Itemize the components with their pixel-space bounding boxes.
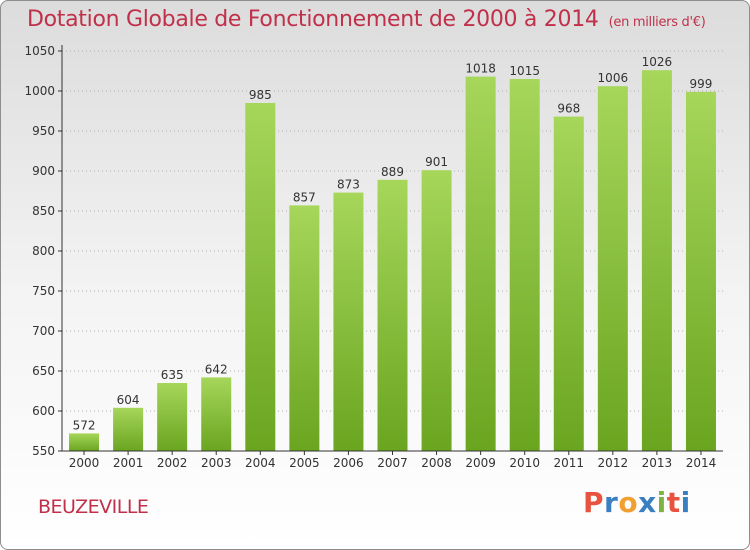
data-label: 999 xyxy=(690,77,713,91)
x-tick-label: 2002 xyxy=(157,456,188,470)
bar xyxy=(597,86,628,451)
title-text: Dotation Globale de Fonctionnement de 20… xyxy=(27,7,599,32)
bar xyxy=(641,70,672,451)
y-tick-label: 550 xyxy=(32,444,55,458)
data-label: 1015 xyxy=(509,64,540,78)
logo-letter: x xyxy=(638,486,657,519)
x-tick-label: 2008 xyxy=(421,456,452,470)
data-label: 873 xyxy=(337,178,360,192)
bars xyxy=(69,70,716,452)
logo-letter: i xyxy=(680,486,691,519)
bar xyxy=(113,407,144,451)
logo-letter: i xyxy=(656,486,667,519)
bar xyxy=(289,205,320,451)
axes: 550 600 650 700 750 800 850 900 950 1000 1050 2000 2… xyxy=(24,44,723,470)
data-label: 1026 xyxy=(642,55,673,69)
y-tick-label: 700 xyxy=(32,324,55,338)
x-tick-label: 2011 xyxy=(553,456,584,470)
y-tick-label: 600 xyxy=(32,404,55,418)
y-tick-label: 900 xyxy=(32,164,55,178)
logo-letter: o xyxy=(618,486,639,519)
bar xyxy=(685,91,716,452)
bar xyxy=(245,103,276,451)
y-tick-label: 1050 xyxy=(24,44,55,58)
x-tick-label: 2004 xyxy=(245,456,276,470)
x-tick-label: 2014 xyxy=(686,456,717,470)
y-tick-label: 1000 xyxy=(24,84,55,98)
data-label: 901 xyxy=(425,155,448,169)
commune-name: BEUZEVILLE xyxy=(38,496,149,518)
bar xyxy=(553,116,584,451)
bar xyxy=(421,170,452,451)
data-label: 1018 xyxy=(465,62,496,76)
bar xyxy=(201,377,232,451)
y-tick-label: 850 xyxy=(32,204,55,218)
data-label: 572 xyxy=(73,418,96,432)
logo-letter: t xyxy=(666,486,681,519)
data-label: 985 xyxy=(249,88,272,102)
proxiti-logo[interactable]: Proxiti xyxy=(583,486,691,519)
x-tick-label: 2009 xyxy=(465,456,496,470)
title-unit: (en milliers d'€) xyxy=(608,15,706,30)
bar xyxy=(157,383,188,451)
x-tick-label: 2006 xyxy=(333,456,364,470)
data-label: 889 xyxy=(381,165,404,179)
data-label: 642 xyxy=(205,362,228,376)
x-tick-label: 2005 xyxy=(289,456,320,470)
chart-title: Dotation Globale de Fonctionnement de 20… xyxy=(27,7,706,32)
bar xyxy=(465,76,496,451)
x-tick-label: 2007 xyxy=(377,456,408,470)
y-tick-label: 950 xyxy=(32,124,55,138)
x-tick-label: 2010 xyxy=(509,456,540,470)
logo-letter: P xyxy=(583,486,605,519)
y-tick-label: 750 xyxy=(32,284,55,298)
x-tick-label: 2012 xyxy=(598,456,629,470)
x-tick-label: 2003 xyxy=(201,456,232,470)
data-label: 857 xyxy=(293,190,316,204)
bar xyxy=(377,179,408,452)
x-tick-label: 2000 xyxy=(69,456,100,470)
logo-letter: r xyxy=(604,486,619,519)
data-label: 968 xyxy=(557,102,580,116)
bar xyxy=(69,433,100,451)
x-tick-label: 2001 xyxy=(113,456,144,470)
data-labels: 572 604 635 642 985 857 873 889 901 1018 1015 968 10… xyxy=(73,55,713,432)
y-tick-label: 650 xyxy=(32,364,55,378)
x-tick-label: 2013 xyxy=(642,456,673,470)
bar xyxy=(333,192,364,451)
y-tick-label: 800 xyxy=(32,244,55,258)
data-label: 635 xyxy=(161,368,184,382)
data-label: 1006 xyxy=(598,71,629,85)
bar xyxy=(509,79,540,451)
data-label: 604 xyxy=(117,393,140,407)
